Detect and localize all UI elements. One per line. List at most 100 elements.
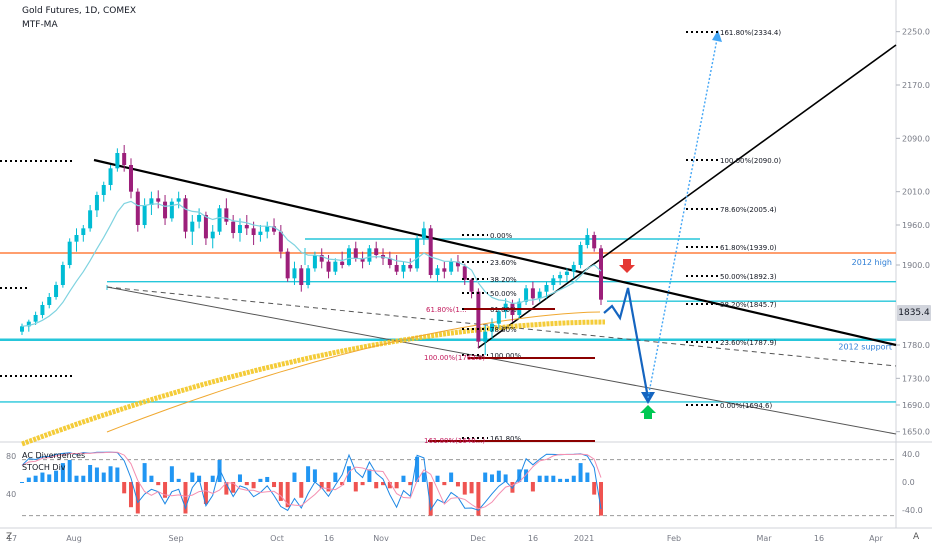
- candle-body: [306, 268, 311, 285]
- candle-body: [258, 231, 263, 235]
- candle-body: [326, 261, 331, 272]
- ac-histogram-bar: [374, 482, 379, 489]
- fib-extension-label: 100.00%(2090.0): [720, 157, 781, 165]
- candle-body: [524, 288, 529, 302]
- price-tick-label: 2010.0: [902, 188, 930, 197]
- osc-tick-label: -40.0: [902, 506, 923, 515]
- ac-histogram-bar: [415, 456, 420, 482]
- ac-histogram-bar: [272, 482, 277, 488]
- candle-body: [176, 198, 181, 202]
- up-arrow-icon: [640, 405, 656, 419]
- candle-body: [285, 251, 290, 279]
- candle-body: [374, 248, 379, 255]
- down-arrow-icon: [619, 259, 635, 273]
- fib-retracement-label: 38.20%: [490, 276, 517, 284]
- ac-histogram-bar: [401, 475, 406, 482]
- candle-body: [60, 265, 65, 285]
- ac-histogram-bar: [26, 477, 31, 482]
- ac-histogram-bar: [394, 482, 399, 489]
- candle-body: [455, 261, 460, 267]
- stoch-d-line: [21, 451, 602, 510]
- candle-body: [469, 279, 474, 292]
- ac-histogram-bar: [135, 482, 140, 514]
- ac-histogram-bar: [101, 472, 106, 482]
- oscillator-subtitle[interactable]: STOCH Div: [22, 463, 66, 472]
- candle-body: [401, 265, 406, 272]
- ac-histogram-bar: [74, 475, 79, 482]
- candle-body: [54, 285, 59, 297]
- projection-path: [603, 287, 650, 399]
- ac-histogram-bar: [387, 482, 392, 489]
- candle-body: [551, 278, 556, 285]
- fib-extension-label: 23.60%(1787.9): [720, 339, 777, 347]
- candle-body: [578, 245, 583, 265]
- ac-histogram-bar: [237, 474, 242, 482]
- candle-body: [462, 266, 467, 280]
- ac-histogram-bar: [33, 475, 38, 482]
- candle-body: [585, 235, 590, 245]
- candle-body: [537, 291, 542, 299]
- symbol-title[interactable]: Gold Futures, 1D, COMEX: [22, 6, 136, 16]
- price-tick-label: 1960.0: [902, 221, 930, 230]
- fib-price-label: 161.80%(1640...): [424, 437, 485, 445]
- fib-retracement-label: 161.80%: [490, 435, 521, 443]
- candle-body: [442, 268, 447, 272]
- ac-histogram-bar: [333, 472, 338, 482]
- ac-histogram-bar: [292, 472, 297, 482]
- candle-body: [244, 225, 249, 229]
- candle-body: [360, 258, 365, 262]
- candle-body: [496, 311, 501, 324]
- ac-histogram-bar: [558, 478, 563, 482]
- ac-histogram-bar: [578, 463, 583, 482]
- candle-body: [142, 205, 147, 225]
- ac-histogram-bar: [421, 472, 426, 482]
- fib-extension-label: 0.00%(1694.6): [720, 402, 772, 410]
- scale-mode-button[interactable]: Z: [6, 532, 13, 542]
- fib-retracement-label: 78.60%: [490, 326, 517, 334]
- osc-tick-label: 40.0: [902, 450, 920, 459]
- ac-histogram-bar: [149, 475, 154, 482]
- ac-histogram-bar: [81, 475, 86, 482]
- candle-body: [210, 231, 215, 239]
- price-tick-label: 1650.0: [902, 428, 930, 437]
- osc-tick-label: 0.0: [902, 478, 915, 487]
- candle-body: [101, 185, 106, 195]
- ac-histogram-bar: [564, 478, 569, 482]
- time-tick-label: Sep: [168, 534, 183, 543]
- ac-histogram-bar: [265, 476, 270, 482]
- candle-body: [115, 153, 120, 169]
- candle-body: [231, 221, 236, 233]
- candle-body: [530, 288, 535, 299]
- candle-body: [67, 241, 72, 265]
- candle-body: [94, 195, 99, 211]
- fib-price-label: 100.00%(1763.0): [424, 354, 485, 362]
- candle-body: [476, 291, 481, 342]
- indicator-label[interactable]: MTF-MA: [22, 20, 58, 30]
- fib-extension-label: 50.00%(1892.3): [720, 273, 777, 281]
- ac-histogram-bar: [312, 469, 317, 482]
- candle-body: [163, 201, 168, 219]
- price-tick-label: 2170.0: [902, 81, 930, 90]
- fib-extension-label: 161.80%(2334.4): [720, 29, 781, 37]
- auto-scale-button[interactable]: A: [913, 532, 920, 542]
- ac-histogram-bar: [544, 475, 549, 482]
- lower-channel: [106, 286, 897, 435]
- ac-histogram-bar: [381, 482, 386, 486]
- ac-histogram-bar: [47, 474, 52, 482]
- candle-body: [197, 215, 202, 222]
- candle-body: [503, 303, 508, 312]
- ac-histogram-bar: [210, 475, 215, 482]
- time-tick-label: 16: [814, 534, 824, 543]
- time-tick-label: Nov: [373, 534, 389, 543]
- candle-body: [88, 210, 93, 229]
- candle-body: [149, 198, 154, 205]
- candle-body: [415, 238, 420, 269]
- price-level-label: 2012 high: [852, 258, 892, 267]
- oscillator-title[interactable]: AC Divergences: [22, 451, 86, 460]
- stoch-k-line: [21, 451, 602, 512]
- candle-body: [190, 221, 195, 232]
- candle-body: [122, 153, 127, 165]
- ac-histogram-bar: [530, 482, 535, 492]
- ac-histogram-bar: [319, 482, 324, 489]
